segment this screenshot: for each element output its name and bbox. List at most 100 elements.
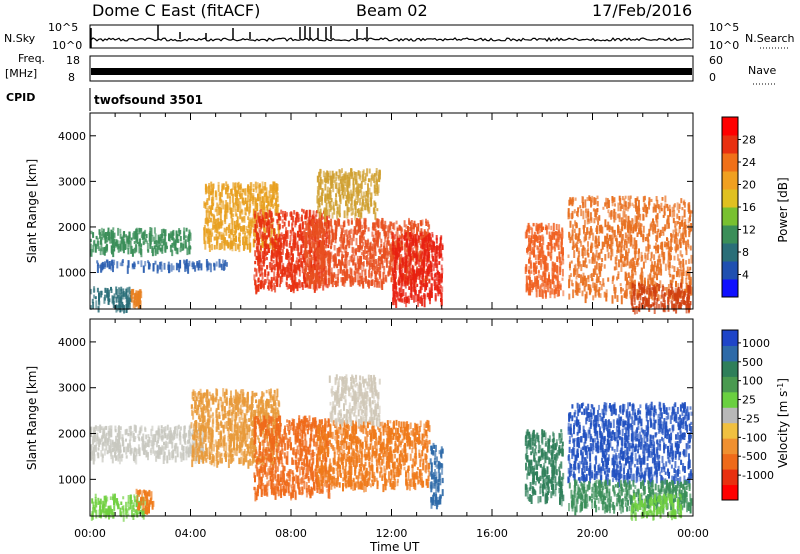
nsearch-label: N.Search	[745, 32, 795, 45]
nsky-right-tick-top: 10^5	[709, 21, 739, 34]
power-colorbar-segment	[722, 225, 738, 244]
velocity-colorbar-segment	[722, 422, 738, 439]
time-axis: 00:00 04:00 08:00 12:00 16:00 20:00 00:00	[74, 113, 709, 540]
power-colorbar-segment	[722, 153, 738, 172]
velocity-band-6	[328, 374, 381, 428]
velocity-colorbar-tick-label: -25	[742, 412, 760, 425]
time-tick-label: 00:00	[74, 527, 106, 540]
beam-label: Beam 02	[356, 1, 428, 20]
power-ytick-label: 3000	[58, 175, 86, 188]
power-band-11	[630, 282, 692, 315]
freq-tick-top: 18	[66, 54, 80, 67]
velocity-colorbar-tick-label: 100	[742, 375, 763, 388]
power-band-9	[524, 222, 565, 299]
nave-label: Nave	[748, 64, 776, 77]
power-colorbar-segment	[722, 243, 738, 262]
freq-trace	[91, 68, 692, 75]
power-ytick-label: 1000	[58, 267, 86, 280]
time-tick-label: 00:00	[677, 527, 709, 540]
time-tick-label: 12:00	[376, 527, 408, 540]
velocity-ylabel: Slant Range [km]	[25, 366, 39, 470]
velocity-band-10	[568, 479, 693, 516]
nsky-panel	[89, 24, 694, 49]
power-colorbar-segment	[722, 279, 738, 298]
nsky-right-tick-bottom: 10^0	[709, 39, 739, 52]
velocity-colorbar-tick-label: -100	[742, 431, 767, 444]
velocity-colorbar-tick-label: -1000	[742, 469, 774, 482]
power-ytick-label: 2000	[58, 221, 86, 234]
power-band-2	[96, 258, 228, 274]
power-ylabel: Slant Range [km]	[25, 159, 39, 263]
nsky-tick-bottom: 10^0	[52, 39, 82, 52]
nsky-label: N.Sky	[4, 32, 36, 45]
power-colorbar-segment	[722, 189, 738, 208]
velocity-colorbar-tick-label: 500	[742, 356, 763, 369]
velocity-colorbar-segment	[722, 484, 738, 501]
time-axis-label: Time UT	[369, 540, 420, 554]
freq-tick-bottom: 8	[68, 71, 75, 84]
velocity-colorbar-tick-label: 25	[742, 394, 756, 407]
freq-panel	[89, 55, 694, 82]
time-tick-label: 08:00	[275, 527, 307, 540]
date-label: 17/Feb/2016	[592, 1, 692, 20]
power-colorbar-label: Power [dB]	[776, 177, 790, 242]
power-band-8	[391, 231, 444, 308]
power-colorbar-tick-label: 20	[742, 179, 756, 192]
freq-label: Freq.	[18, 52, 45, 65]
velocity-colorbar-segment	[722, 391, 738, 408]
power-colorbar-tick-label: 12	[742, 224, 756, 237]
freq-right-tick-top: 60	[709, 54, 723, 67]
velocity-colorbar-segment	[722, 330, 738, 346]
power-colorbar: 4 8 12 16 20 24 28	[721, 116, 756, 298]
velocity-colorbar-label: Velocity [m s-1]	[776, 378, 791, 468]
velocity-band-9	[567, 401, 693, 488]
velocity-colorbar-frame	[721, 329, 739, 501]
velocity-ytick-label: 3000	[58, 382, 86, 395]
power-band-5	[253, 208, 331, 295]
velocity-colorbar-tick-label: -500	[742, 450, 767, 463]
power-band-1	[130, 288, 143, 310]
power-heatmap	[90, 168, 693, 315]
velocity-colorbar-segment	[722, 453, 738, 470]
velocity-band-5	[316, 419, 431, 493]
time-tick-label: 20:00	[577, 527, 609, 540]
velocity-band-2	[90, 424, 205, 465]
velocity-colorbar-segment	[722, 360, 738, 377]
velocity-colorbar-segment	[722, 469, 738, 486]
velocity-colorbar-tick-label: 1000	[742, 337, 770, 350]
velocity-colorbar: 1000 500 100 25 -25 -100 -500 -1000	[721, 329, 774, 501]
cpid-text: twofsound 3501	[94, 93, 203, 107]
power-band-10	[567, 195, 693, 305]
power-colorbar-tick-label: 24	[742, 156, 756, 169]
power-yticks: 1000 2000 3000 4000	[58, 130, 693, 280]
velocity-band-7	[429, 442, 444, 510]
freq-right-tick-bottom: 0	[709, 71, 716, 84]
power-colorbar-tick-label: 4	[742, 269, 749, 282]
velocity-band-8	[524, 429, 565, 507]
velocity-colorbar-segment	[722, 438, 738, 455]
power-band-3	[90, 227, 192, 258]
power-band-7	[316, 168, 381, 222]
power-colorbar-tick-label: 28	[742, 134, 756, 147]
nsky-trace	[90, 25, 692, 48]
nsky-tick-top: 10^5	[48, 21, 78, 34]
power-ytick-label: 4000	[58, 130, 86, 143]
power-colorbar-segment	[722, 171, 738, 190]
cpid-label: CPID	[6, 91, 35, 104]
power-colorbar-segment	[722, 207, 738, 226]
velocity-ytick-label: 2000	[58, 428, 86, 441]
power-colorbar-segment	[722, 135, 738, 154]
plot-title: Dome C East (fitACF)	[92, 1, 260, 20]
nsky-line	[90, 37, 692, 42]
velocity-heatmap	[90, 374, 693, 522]
power-band-4	[203, 181, 281, 253]
velocity-band-1	[135, 488, 155, 515]
velocity-colorbar-segment	[722, 345, 738, 362]
velocity-ytick-label: 1000	[58, 473, 86, 486]
time-tick-label: 04:00	[175, 527, 207, 540]
velocity-colorbar-segment	[722, 376, 738, 393]
velocity-yticks: 1000 2000 3000 4000	[58, 336, 693, 486]
power-colorbar-segment	[722, 117, 738, 136]
velocity-ytick-label: 4000	[58, 336, 86, 349]
